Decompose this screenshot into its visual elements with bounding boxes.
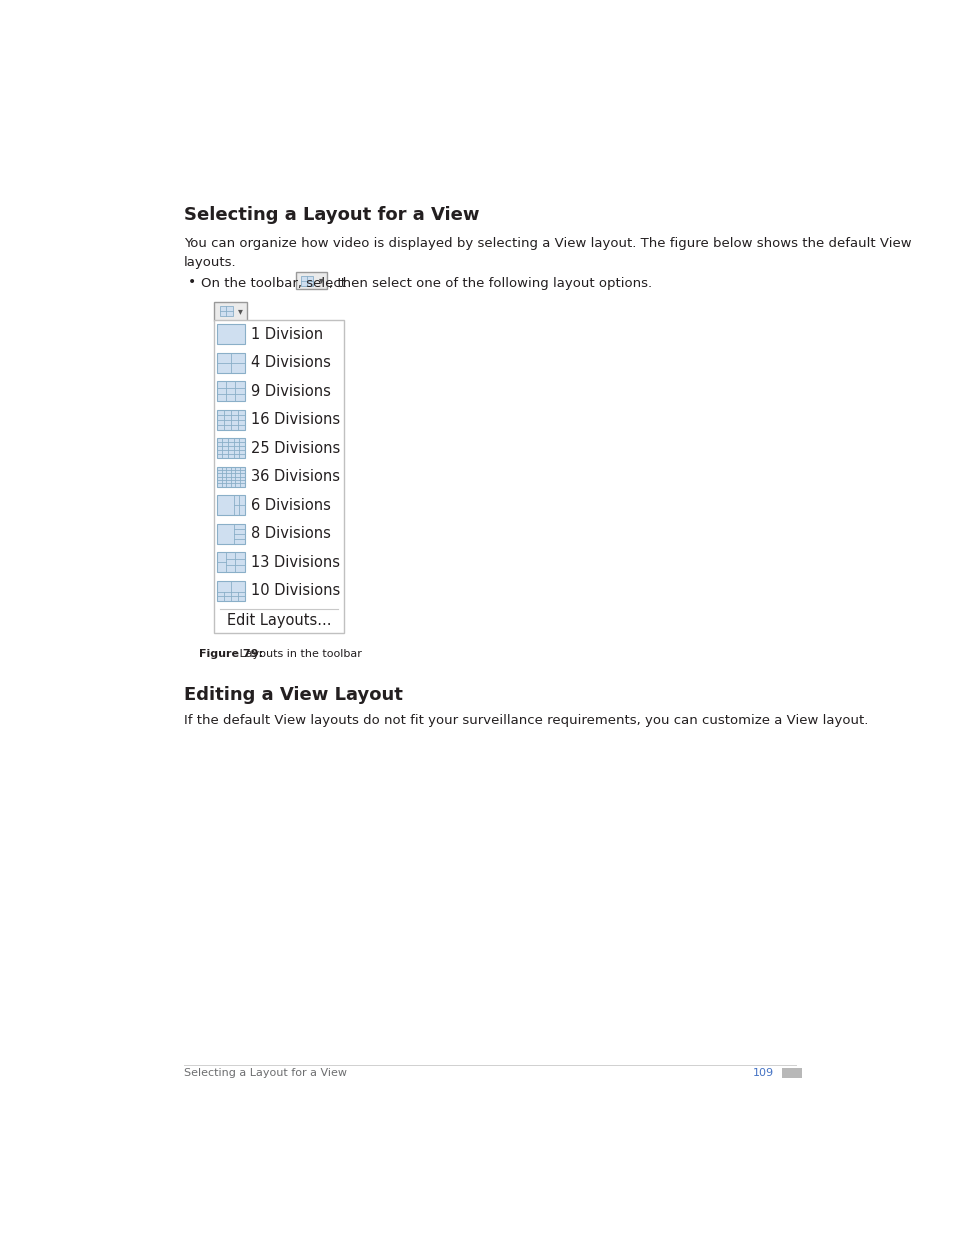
Text: 1 Division: 1 Division <box>251 326 323 342</box>
Text: 25 Divisions: 25 Divisions <box>251 441 340 456</box>
Text: 9 Divisions: 9 Divisions <box>251 384 331 399</box>
Text: 4 Divisions: 4 Divisions <box>251 356 331 370</box>
FancyBboxPatch shape <box>213 303 247 321</box>
Text: 36 Divisions: 36 Divisions <box>251 469 339 484</box>
Text: 6 Divisions: 6 Divisions <box>251 498 331 513</box>
Text: 109: 109 <box>752 1067 773 1078</box>
Text: Edit Layouts...: Edit Layouts... <box>227 613 331 627</box>
Text: You can organize how video is displayed by selecting a View layout. The figure b: You can organize how video is displayed … <box>183 237 910 269</box>
FancyBboxPatch shape <box>295 272 327 289</box>
Text: Figure 79:: Figure 79: <box>199 650 263 659</box>
Text: 16 Divisions: 16 Divisions <box>251 412 340 427</box>
Bar <box>216 524 245 543</box>
Bar <box>216 382 245 401</box>
Bar <box>216 410 245 430</box>
Text: , then select one of the following layout options.: , then select one of the following layou… <box>329 277 652 290</box>
FancyBboxPatch shape <box>213 320 344 632</box>
Bar <box>219 306 233 316</box>
Text: On the toolbar, select: On the toolbar, select <box>200 277 350 290</box>
Bar <box>781 1067 801 1078</box>
Text: Selecting a Layout for a View: Selecting a Layout for a View <box>183 206 478 224</box>
Bar <box>216 495 245 515</box>
Bar <box>216 438 245 458</box>
Bar <box>216 580 245 600</box>
Bar <box>216 467 245 487</box>
Text: ▾: ▾ <box>319 275 324 285</box>
Bar <box>216 353 245 373</box>
Bar <box>300 275 313 285</box>
Text: Editing a View Layout: Editing a View Layout <box>183 687 402 704</box>
Text: •: • <box>187 275 195 289</box>
Text: 10 Divisions: 10 Divisions <box>251 583 340 598</box>
Text: 13 Divisions: 13 Divisions <box>251 555 339 569</box>
Text: 8 Divisions: 8 Divisions <box>251 526 331 541</box>
Text: Selecting a Layout for a View: Selecting a Layout for a View <box>183 1067 346 1078</box>
Text: Layouts in the toolbar: Layouts in the toolbar <box>236 650 362 659</box>
Bar <box>216 324 245 345</box>
Bar <box>216 552 245 572</box>
Text: ▾: ▾ <box>237 306 242 316</box>
Text: If the default View layouts do not fit your surveillance requirements, you can c: If the default View layouts do not fit y… <box>183 714 867 727</box>
